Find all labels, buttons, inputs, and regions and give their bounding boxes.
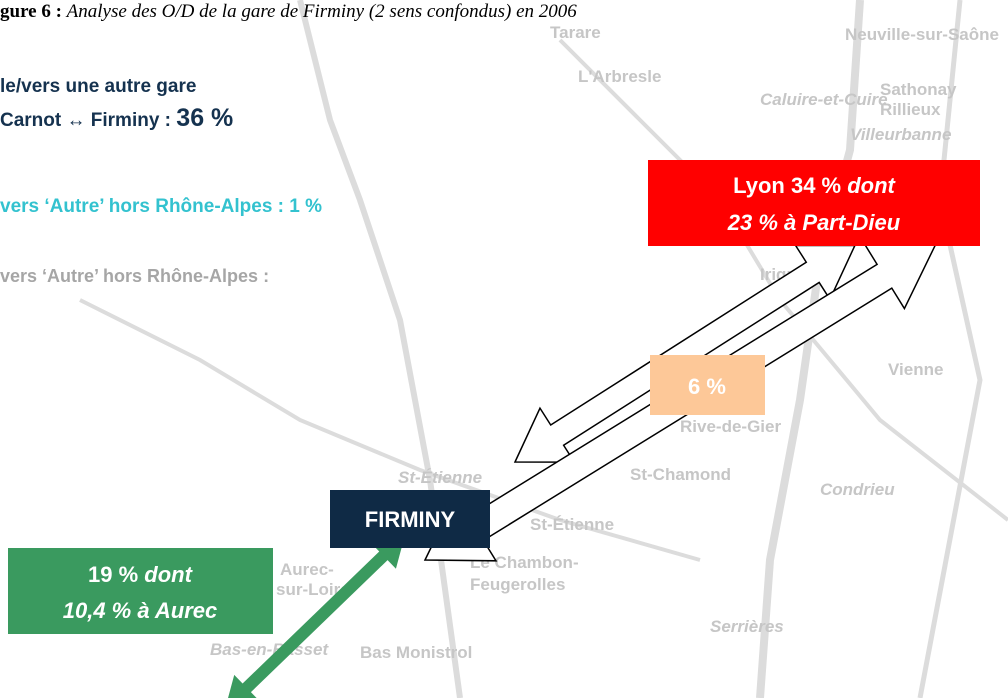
aurec-text: 19 % dont: [88, 562, 194, 587]
map-label: Aurec-: [280, 560, 334, 579]
legend-value: 36 %: [176, 104, 233, 132]
map-label: St-Étienne: [530, 515, 614, 534]
legend-line: vers ‘Autre’ hors Rhône-Alpes :: [0, 266, 269, 286]
legend-line: vers ‘Autre’ hors Rhône-Alpes : 1 %: [0, 196, 322, 217]
aurec-line: 19 %: [88, 562, 144, 587]
aurec-box: [8, 548, 273, 634]
lyon-text: Lyon 34 % dont: [733, 173, 896, 198]
flow-arrow: [513, 244, 857, 463]
aurec-line: 10,4 % à Aurec: [63, 598, 218, 623]
lyon-line: Lyon 34 %: [733, 173, 847, 198]
arrow-shape: [513, 244, 857, 463]
map-label: Neuville-sur-Saône: [845, 25, 999, 44]
legend-text: Carnot ↔ Firminy :: [0, 110, 176, 131]
figure-title: gure 6 : Analyse des O/D de la gare de F…: [0, 1, 577, 22]
map-label: Serrières: [710, 617, 784, 636]
firminy-box: [330, 490, 490, 548]
map-label: St-Chamond: [630, 465, 731, 484]
map-label: Le Chambon-: [470, 553, 579, 572]
legend-line: le/vers une autre gare: [0, 76, 196, 97]
map-road: [558, 38, 1008, 522]
map-label: Feugerolles: [470, 575, 565, 594]
lyon-em: dont: [847, 173, 896, 198]
map-label: St-Étienne: [398, 468, 482, 487]
map-label: L'Arbresle: [578, 67, 661, 86]
aurec-arrow: [225, 535, 405, 698]
map-label: Tarare: [550, 23, 601, 42]
middle-box: [650, 355, 765, 415]
legend-line: Carnot ↔ Firminy : 36 %: [0, 104, 233, 132]
map-label: sur-Loire: [276, 580, 350, 599]
firminy-text: FIRMINY: [365, 507, 456, 532]
map-label: Villeurbanne: [850, 125, 951, 144]
aurec-em: dont: [144, 562, 193, 587]
map-label: Rive-de-Gier: [680, 417, 781, 436]
title-prefix: gure 6 :: [0, 1, 62, 22]
arrow-shape: [225, 535, 405, 698]
lyon-line: 23 % à Part-Dieu: [727, 210, 901, 235]
map-label: Rillieux: [880, 100, 941, 119]
map-label: Bas Monistrol: [360, 643, 472, 662]
map-label: Bas-en-Basset: [210, 640, 329, 659]
map-road: [79, 298, 701, 562]
title-text: Analyse des O/D de la gare de Firminy (2…: [65, 1, 578, 22]
background-map: Tarare L'Arbresle Neuville-sur-Saône Sat…: [79, 0, 1008, 698]
middle-text: 6 %: [688, 374, 726, 399]
map-label: Caluire-et-Cuire: [760, 90, 888, 109]
map-label: Sathonay: [880, 80, 957, 99]
map-road: [917, 0, 983, 698]
map-label: Condrieu: [820, 480, 895, 499]
map-label: Vienne: [888, 360, 943, 379]
lyon-box: [648, 160, 980, 246]
